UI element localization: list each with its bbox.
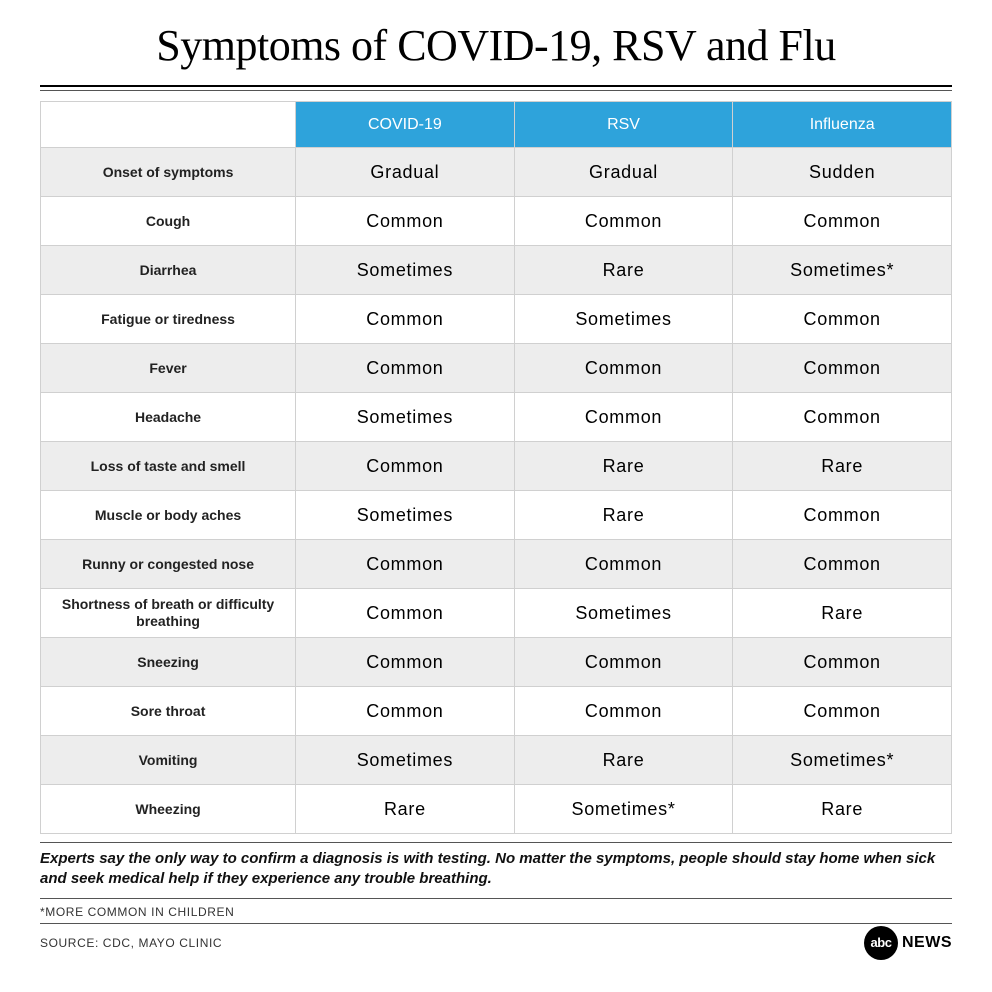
page-title: Symptoms of COVID-19, RSV and Flu [40,20,952,71]
cell-value: Sometimes* [514,785,733,834]
row-label: Wheezing [41,785,296,834]
table-row: WheezingRareSometimes*Rare [41,785,952,834]
cell-value: Sometimes [296,393,515,442]
row-label: Shortness of breath or difficulty breath… [41,589,296,638]
footnote-asterisk: *MORE COMMON IN CHILDREN [40,905,952,919]
table-row: VomitingSometimesRareSometimes* [41,736,952,785]
divider-below-note [40,898,952,899]
cell-value: Common [296,197,515,246]
row-label: Headache [41,393,296,442]
table-row: DiarrheaSometimesRareSometimes* [41,246,952,295]
row-label: Fever [41,344,296,393]
table-row: SneezingCommonCommonCommon [41,638,952,687]
cell-value: Common [514,540,733,589]
cell-value: Sometimes [514,589,733,638]
row-label: Sneezing [41,638,296,687]
table-header-influenza: Influenza [733,102,952,148]
cell-value: Rare [733,785,952,834]
cell-value: Sometimes [296,491,515,540]
cell-value: Common [514,638,733,687]
table-body: Onset of symptomsGradualGradualSuddenCou… [41,148,952,834]
cell-value: Rare [296,785,515,834]
cell-value: Common [733,344,952,393]
abc-news-logo: abc NEWS [864,926,952,960]
divider-below-table [40,842,952,843]
cell-value: Rare [514,246,733,295]
table-header-blank [41,102,296,148]
row-label: Diarrhea [41,246,296,295]
row-label: Muscle or body aches [41,491,296,540]
cell-value: Rare [514,491,733,540]
table-row: Loss of taste and smellCommonRareRare [41,442,952,491]
table-header-covid: COVID-19 [296,102,515,148]
row-label: Cough [41,197,296,246]
row-label: Onset of symptoms [41,148,296,197]
table-row: Shortness of breath or difficulty breath… [41,589,952,638]
table-header-rsv: RSV [514,102,733,148]
cell-value: Common [514,687,733,736]
cell-value: Common [733,540,952,589]
cell-value: Common [733,393,952,442]
cell-value: Rare [733,442,952,491]
cell-value: Common [296,638,515,687]
cell-value: Common [733,491,952,540]
divider-top-thin [40,90,952,91]
cell-value: Common [733,197,952,246]
cell-value: Common [296,344,515,393]
table-header-row: COVID-19 RSV Influenza [41,102,952,148]
symptoms-table: COVID-19 RSV Influenza Onset of symptoms… [40,101,952,834]
cell-value: Common [296,540,515,589]
table-row: Fatigue or tirednessCommonSometimesCommo… [41,295,952,344]
table-row: HeadacheSometimesCommonCommon [41,393,952,442]
cell-value: Common [733,295,952,344]
news-logo-word: NEWS [902,934,952,952]
cell-value: Rare [733,589,952,638]
table-row: Runny or congested noseCommonCommonCommo… [41,540,952,589]
cell-value: Rare [514,442,733,491]
cell-value: Common [733,638,952,687]
cell-value: Rare [514,736,733,785]
symptoms-table-wrap: COVID-19 RSV Influenza Onset of symptoms… [40,101,952,834]
table-row: Sore throatCommonCommonCommon [41,687,952,736]
cell-value: Gradual [514,148,733,197]
table-row: Muscle or body achesSometimesRareCommon [41,491,952,540]
cell-value: Sometimes [296,736,515,785]
row-label: Vomiting [41,736,296,785]
source-text: SOURCE: CDC, MAYO CLINIC [40,936,222,950]
cell-value: Common [514,393,733,442]
table-row: CoughCommonCommonCommon [41,197,952,246]
table-row: Onset of symptomsGradualGradualSudden [41,148,952,197]
expert-note: Experts say the only way to confirm a di… [40,849,952,890]
cell-value: Sometimes [514,295,733,344]
cell-value: Gradual [296,148,515,197]
row-label: Runny or congested nose [41,540,296,589]
cell-value: Common [296,687,515,736]
cell-value: Common [514,344,733,393]
cell-value: Sometimes [296,246,515,295]
row-label: Loss of taste and smell [41,442,296,491]
table-row: FeverCommonCommonCommon [41,344,952,393]
cell-value: Sometimes* [733,246,952,295]
cell-value: Common [514,197,733,246]
abc-logo-circle: abc [864,926,898,960]
cell-value: Common [296,442,515,491]
footer-row: SOURCE: CDC, MAYO CLINIC abc NEWS [40,926,952,960]
cell-value: Sudden [733,148,952,197]
divider-below-footnote [40,923,952,924]
cell-value: Sometimes* [733,736,952,785]
cell-value: Common [296,295,515,344]
row-label: Fatigue or tiredness [41,295,296,344]
row-label: Sore throat [41,687,296,736]
cell-value: Common [733,687,952,736]
cell-value: Common [296,589,515,638]
